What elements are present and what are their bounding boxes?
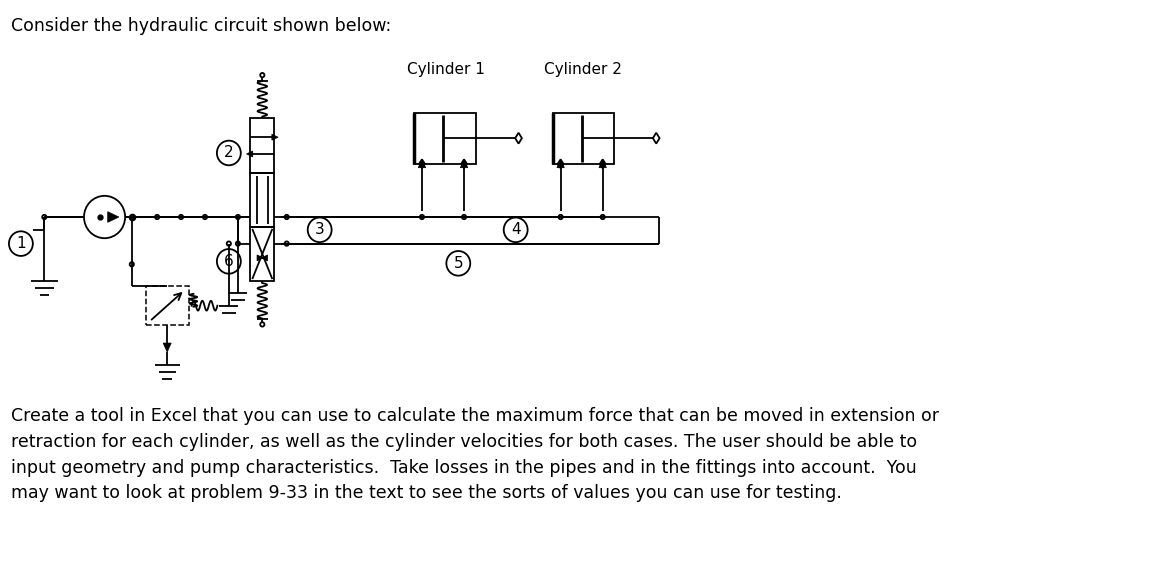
Polygon shape — [600, 159, 606, 168]
Bar — [414, 112, 475, 164]
Polygon shape — [461, 159, 467, 168]
Polygon shape — [653, 133, 660, 143]
Text: Create a tool in Excel that you can use to calculate the maximum force that can : Create a tool in Excel that you can use … — [10, 407, 938, 502]
Bar — [251, 118, 274, 172]
Text: 2: 2 — [224, 146, 233, 160]
Polygon shape — [261, 255, 268, 261]
Text: 5: 5 — [453, 256, 463, 271]
Polygon shape — [271, 134, 278, 140]
Text: 3: 3 — [315, 222, 324, 238]
Polygon shape — [258, 255, 263, 261]
Text: Cylinder 2: Cylinder 2 — [544, 62, 621, 77]
Polygon shape — [557, 159, 565, 168]
Polygon shape — [419, 159, 426, 168]
Text: 1: 1 — [16, 236, 25, 251]
Polygon shape — [163, 343, 171, 352]
Text: 4: 4 — [511, 222, 521, 238]
Polygon shape — [108, 212, 118, 222]
Polygon shape — [599, 159, 606, 168]
Text: Consider the hydraulic circuit shown below:: Consider the hydraulic circuit shown bel… — [10, 17, 391, 35]
Text: Cylinder 1: Cylinder 1 — [407, 62, 485, 77]
Polygon shape — [515, 133, 522, 143]
Bar — [251, 172, 274, 227]
Bar — [146, 286, 189, 325]
Bar — [251, 227, 274, 281]
Polygon shape — [460, 159, 468, 168]
Text: 6: 6 — [224, 254, 233, 269]
Polygon shape — [558, 159, 564, 168]
Bar — [553, 112, 614, 164]
Polygon shape — [246, 151, 253, 157]
Polygon shape — [419, 159, 424, 168]
